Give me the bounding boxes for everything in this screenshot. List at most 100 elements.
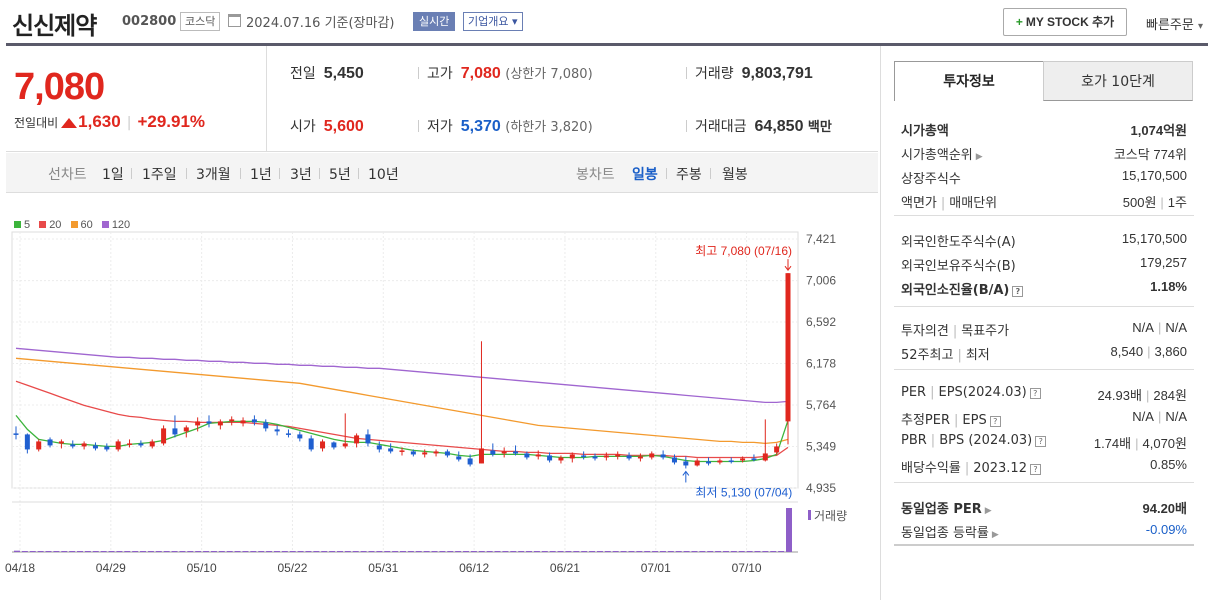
candle-body	[694, 460, 700, 466]
info-key: 시가총액순위 ▶	[901, 144, 983, 163]
tab-orderbook[interactable]: 호가 10단계	[1043, 61, 1193, 101]
candle-body	[331, 442, 337, 448]
info-value: 179,257	[1140, 255, 1187, 270]
price-change: 전일대비 1,630 | +29.91%	[14, 112, 205, 132]
volume-bar	[407, 551, 414, 552]
volume-bar	[762, 551, 769, 552]
x-tick-label: 05/10	[187, 561, 217, 575]
candle-body	[47, 439, 53, 446]
help-icon[interactable]: ?	[1029, 464, 1041, 475]
volume-bar	[565, 551, 572, 552]
tab-3m[interactable]: 3개월	[196, 167, 231, 183]
info-key: 액면가 | 매매단위	[901, 192, 997, 211]
info-key-label: 매매단위	[949, 196, 998, 211]
trade-amount: 거래대금 64,850 백만	[686, 116, 832, 136]
volume-label: 거래량	[695, 66, 734, 82]
company-overview-dropdown[interactable]: 기업개요 ▾	[463, 12, 523, 31]
help-icon[interactable]: ?	[1029, 388, 1041, 399]
volume-bar	[187, 551, 194, 552]
volume-bar	[210, 551, 217, 552]
volume-bar	[124, 551, 131, 552]
low-value: 5,370	[460, 118, 501, 135]
info-value-text: N/A	[1132, 320, 1154, 335]
candle-body	[615, 454, 621, 457]
candle-body	[671, 457, 677, 463]
info-key-label: 시가총액	[901, 124, 949, 139]
volume-bar	[266, 551, 273, 552]
chevron-right-icon[interactable]: ▶	[984, 506, 992, 516]
info-key: 추정PER | EPS?	[901, 409, 1001, 428]
chevron-right-icon[interactable]: ▶	[975, 152, 983, 162]
stock-code: 002800	[122, 14, 177, 29]
volume-bar	[683, 551, 690, 552]
info-value-text: 4,070원	[1142, 436, 1188, 451]
tab-1w[interactable]: 1주일	[142, 167, 177, 183]
candle-body	[285, 433, 291, 435]
help-icon[interactable]: ?	[1035, 436, 1047, 447]
tab-1d[interactable]: 1일	[102, 167, 124, 183]
chevron-right-icon[interactable]: ▶	[991, 530, 999, 540]
tab-3y[interactable]: 3년	[290, 167, 312, 183]
y-tick-label: 6,178	[806, 357, 836, 371]
tab-monthly[interactable]: 월봉	[722, 167, 748, 183]
legend-ma60: 60	[80, 219, 93, 231]
volume-bar	[463, 551, 470, 552]
candle-body	[740, 458, 746, 461]
info-value-text: 94.20배	[1142, 501, 1188, 516]
volume-bar	[533, 551, 540, 552]
amount-unit: 백만	[807, 119, 832, 134]
volume: 거래량 9,803,791	[686, 63, 813, 83]
tab-10y[interactable]: 10년	[368, 167, 399, 183]
candle-body	[365, 434, 371, 444]
volume-bar	[305, 551, 312, 552]
info-value-text: N/A	[1165, 409, 1187, 424]
add-mystock-button[interactable]: + MY STOCK 추가	[1003, 8, 1127, 36]
tab-5y[interactable]: 5년	[329, 167, 351, 183]
info-value-text: 179,257	[1140, 255, 1187, 270]
info-row: 외국인보유주식수(B) 179,257	[894, 251, 1194, 275]
info-key-label: 52주최고	[901, 348, 954, 363]
ma-line-ma20	[15, 380, 789, 459]
volume-bar	[691, 551, 698, 552]
divider	[186, 168, 187, 179]
candle-body	[388, 448, 394, 452]
low-annotation: 최저 5,130 (07/04)	[695, 485, 792, 499]
prev-close-label: 전일	[290, 66, 316, 82]
help-icon[interactable]: ?	[1012, 286, 1024, 297]
y-tick-label: 6,592	[806, 315, 836, 329]
candle-body	[433, 451, 439, 454]
high-arrow-head	[784, 265, 792, 271]
candle-body	[251, 419, 257, 423]
candle-body	[399, 450, 405, 452]
volume-bar	[321, 551, 328, 552]
add-mystock-label: MY STOCK 추가	[1025, 15, 1115, 29]
legend-ma5: 5	[24, 219, 31, 231]
candle-body	[728, 460, 734, 462]
tab-1y[interactable]: 1년	[250, 167, 272, 183]
quick-order-link[interactable]: 빠른주문 ▾	[1146, 14, 1203, 33]
candle-body	[524, 453, 530, 458]
separator: |	[954, 413, 959, 428]
low-price: 저가 5,370 (하한가 3,820)	[418, 116, 593, 136]
volume-bar	[250, 551, 257, 552]
change-percent: +29.91%	[137, 112, 206, 131]
help-icon[interactable]: ?	[989, 416, 1001, 427]
volume-bar	[730, 551, 737, 552]
volume-bar	[392, 551, 399, 552]
amount-value: 64,850	[754, 118, 804, 135]
tab-invest-info[interactable]: 투자정보	[894, 61, 1044, 101]
volume-bar	[336, 551, 343, 552]
volume-bar	[234, 551, 241, 552]
realtime-button[interactable]: 실시간	[413, 12, 456, 31]
candle-body	[36, 441, 42, 450]
info-value-text: 1.18%	[1150, 279, 1187, 294]
volume-bar	[195, 551, 202, 552]
candle-body	[660, 454, 666, 458]
tab-daily[interactable]: 일봉	[632, 167, 658, 183]
volume-bar	[612, 551, 619, 552]
volume-bar	[486, 551, 493, 552]
legend-ma20: 20	[49, 219, 62, 231]
price-chart[interactable]: 7,421 7,006 6,592 6,178 5,764 5,349 4,935 04/18…	[0, 200, 880, 600]
volume-bar	[604, 551, 611, 552]
tab-weekly[interactable]: 주봉	[676, 167, 702, 183]
